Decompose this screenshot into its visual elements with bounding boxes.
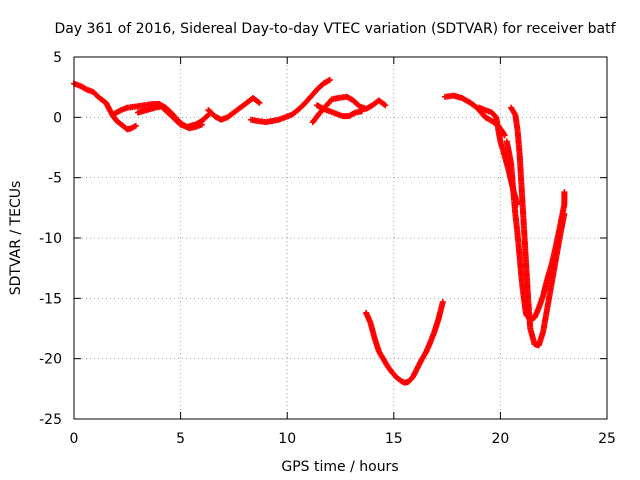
x-tick-label: 20 [491, 431, 509, 447]
x-tick-label: 5 [176, 431, 185, 447]
x-axis-label: GPS time / hours [281, 459, 398, 475]
data-point [439, 298, 446, 305]
y-tick-label: 0 [53, 110, 62, 126]
data-point [256, 99, 263, 106]
data-point [382, 102, 389, 109]
y-tick-label: 5 [53, 50, 62, 66]
x-tick-label: 25 [598, 431, 616, 447]
plot-border [73, 56, 608, 420]
data-point [132, 122, 139, 129]
y-tick-label: -20 [39, 352, 62, 368]
data-point [501, 132, 508, 139]
x-tick-label: 15 [385, 431, 403, 447]
y-axis-label: SDTVAR / TECUs [8, 181, 24, 296]
chart-title: Day 361 of 2016, Sidereal Day-to-day VTE… [54, 21, 616, 37]
y-tick-label: -5 [48, 171, 62, 187]
data-points [71, 76, 568, 386]
x-tick-label: 0 [70, 431, 79, 447]
y-tick-label: -10 [39, 231, 62, 247]
data-point [561, 210, 568, 217]
x-tick-label: 10 [278, 431, 296, 447]
y-tick-label: -15 [39, 291, 62, 307]
data-point [358, 108, 365, 115]
data-point [326, 76, 333, 83]
y-tick-label: -25 [39, 412, 62, 428]
tick-labels: 0 5 10 15 20 25 5 0 -5 -10 -15 -20 -25 [39, 50, 616, 447]
data-point [561, 189, 568, 196]
